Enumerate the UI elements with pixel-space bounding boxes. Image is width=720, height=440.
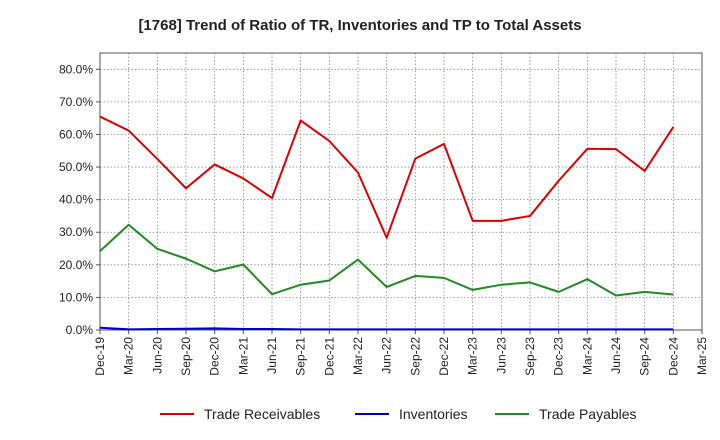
series-line-inventories: [99, 326, 674, 331]
x-tick-label: Dec-19: [93, 337, 107, 376]
x-axis: Dec-19 Mar-20 Jun-20 Sep-20 Dec-20 Mar-21 Jun-…: [93, 330, 709, 376]
x-tick-label: Mar-23: [466, 337, 480, 375]
x-tick-label: Sep-24: [638, 337, 652, 376]
y-tick-label: 10.0%: [59, 290, 93, 304]
legend-label-trade-payables: Trade Payables: [539, 406, 637, 422]
x-tick-label: Jun-22: [380, 337, 394, 374]
x-tick-label: Sep-21: [294, 337, 308, 376]
chart-title: [1768] Trend of Ratio of TR, Inventories…: [138, 17, 581, 34]
x-tick-label: Mar-21: [236, 337, 250, 375]
x-tick-label: Sep-20: [179, 337, 193, 376]
x-tick-label: Dec-24: [666, 337, 680, 376]
y-tick-label: 60.0%: [59, 127, 93, 141]
legend-label-trade-receivables: Trade Receivables: [204, 406, 320, 422]
y-tick-label: 30.0%: [59, 225, 93, 239]
series-line-trade-payables: [99, 223, 674, 297]
series-line-trade-receivables: [99, 115, 675, 239]
y-tick-label: 50.0%: [59, 160, 93, 174]
grid: [99, 53, 703, 331]
x-tick-label: Jun-24: [609, 337, 623, 374]
legend-label-inventories: Inventories: [399, 406, 467, 422]
x-tick-label: Dec-23: [552, 337, 566, 376]
x-tick-label: Jun-23: [494, 337, 508, 374]
x-tick-label: Sep-22: [408, 337, 422, 376]
x-tick-label: Dec-22: [437, 337, 451, 376]
x-tick-label: Mar-20: [122, 337, 136, 375]
y-tick-label: 40.0%: [59, 193, 93, 207]
y-tick-label: 80.0%: [59, 62, 93, 76]
x-tick-label: Dec-21: [322, 337, 336, 376]
x-tick-label: Jun-20: [150, 337, 164, 374]
y-tick-label: 20.0%: [59, 258, 93, 272]
y-axis: 0.0% 10.0% 20.0% 30.0% 40.0% 50.0% 60.0% 70.0% 8…: [59, 62, 100, 337]
plot-area: [99, 52, 703, 331]
legend: Trade Receivables Inventories Trade Payabl…: [160, 406, 637, 422]
x-tick-label: Mar-22: [351, 337, 365, 375]
x-tick-label: Sep-23: [523, 337, 537, 376]
x-tick-label: Mar-24: [580, 337, 594, 375]
x-tick-label: Mar-25: [695, 337, 709, 375]
y-tick-label: 70.0%: [59, 95, 93, 109]
x-tick-label: Jun-21: [265, 337, 279, 374]
x-tick-label: Dec-20: [208, 337, 222, 376]
series-lines: [99, 115, 675, 331]
y-tick-label: 0.0%: [66, 323, 94, 337]
